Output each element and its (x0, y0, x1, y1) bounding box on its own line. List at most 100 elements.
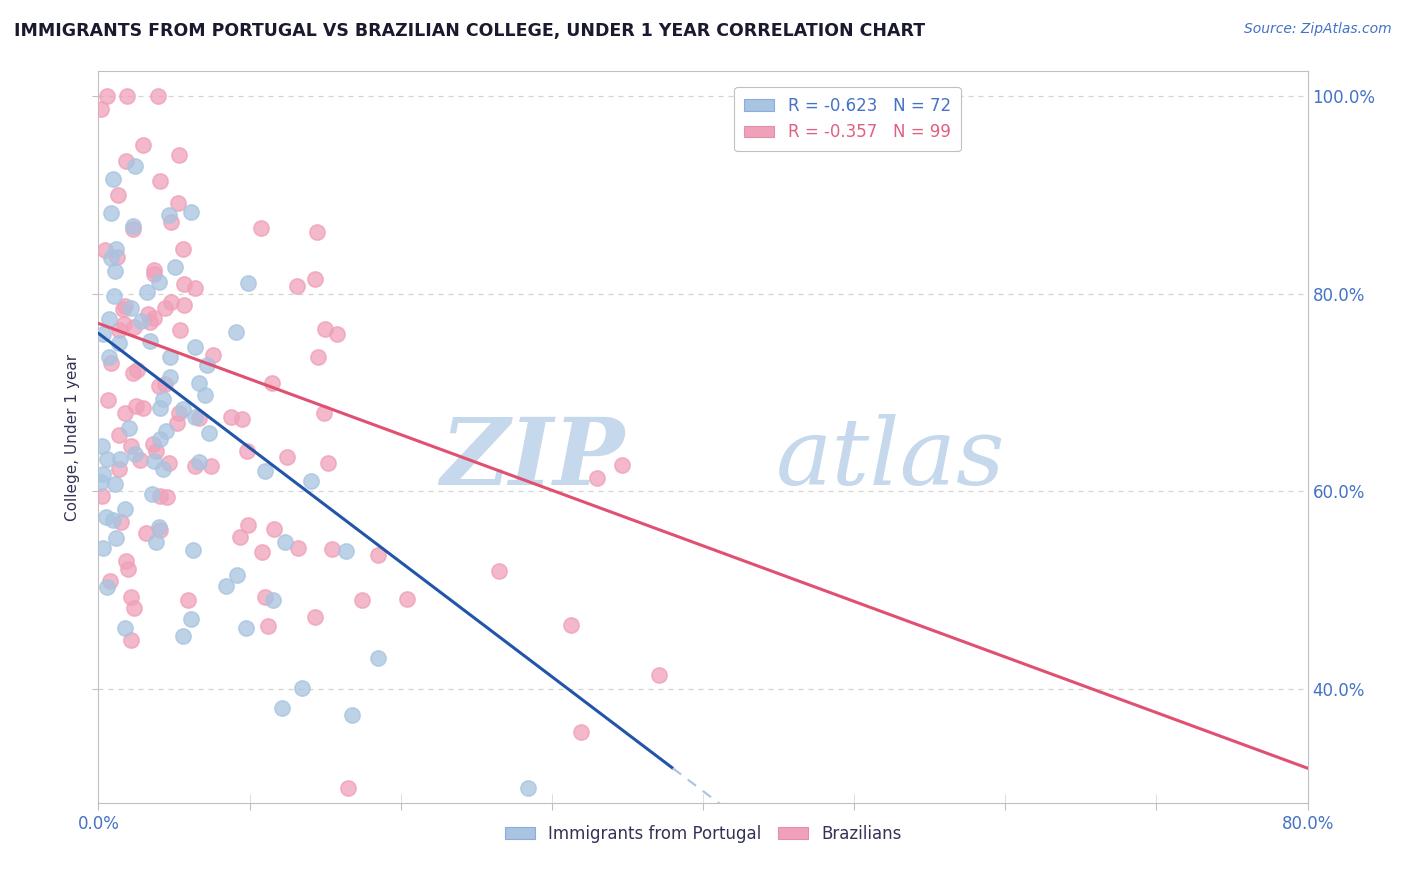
Point (336, 780, 359, 795)
Point (352, 592, 374, 607)
Point (160, 214, 183, 228)
Legend: Immigrants from Portugal, Brazilians: Immigrants from Portugal, Brazilians (498, 818, 908, 849)
Text: Source: ZipAtlas.com: Source: ZipAtlas.com (1244, 22, 1392, 37)
Point (96, 580, 118, 594)
Point (104, 477, 127, 491)
Point (177, 593, 200, 607)
Point (285, 278, 308, 293)
Point (169, 323, 191, 337)
Point (290, 681, 312, 695)
Point (121, 222, 143, 236)
Point (262, 593, 284, 607)
Point (271, 700, 294, 714)
Point (236, 276, 259, 290)
Point (156, 490, 179, 504)
Point (648, 667, 671, 681)
Point (143, 454, 166, 468)
Point (276, 450, 298, 464)
Point (121, 366, 143, 380)
Point (219, 410, 242, 425)
Text: atlas: atlas (776, 414, 1005, 504)
Point (172, 242, 194, 256)
Point (91, 541, 114, 555)
Point (304, 272, 326, 286)
Point (167, 196, 190, 211)
Point (93, 244, 115, 258)
Point (148, 378, 170, 392)
Point (153, 376, 176, 391)
Point (97, 350, 120, 364)
Point (235, 621, 257, 635)
Point (226, 567, 249, 582)
Point (128, 453, 150, 467)
Point (108, 427, 131, 442)
Point (215, 579, 238, 593)
Point (120, 591, 142, 605)
Point (225, 325, 247, 339)
Point (253, 464, 276, 478)
Point (115, 554, 138, 568)
Y-axis label: College, Under 1 year: College, Under 1 year (65, 353, 80, 521)
Point (148, 432, 170, 446)
Point (132, 401, 155, 416)
Point (202, 348, 225, 362)
Point (173, 298, 195, 312)
Point (236, 443, 259, 458)
Point (114, 621, 136, 635)
Point (103, 288, 125, 302)
Point (167, 406, 190, 420)
Point (98, 312, 121, 326)
Point (125, 363, 148, 377)
Point (149, 173, 172, 187)
Point (152, 392, 174, 406)
Point (97, 392, 120, 407)
Point (187, 376, 209, 391)
Point (129, 314, 152, 328)
Point (231, 412, 253, 426)
Point (131, 138, 153, 153)
Point (139, 334, 162, 348)
Point (143, 311, 166, 326)
Point (91, 439, 114, 453)
Point (157, 456, 180, 470)
Point (143, 267, 166, 281)
Point (172, 402, 194, 417)
Point (105, 250, 128, 264)
Point (195, 358, 218, 372)
Point (91, 327, 114, 342)
Point (342, 708, 364, 723)
Point (100, 205, 122, 219)
Point (326, 327, 349, 342)
Point (166, 416, 188, 430)
Point (136, 285, 159, 300)
Point (321, 541, 343, 556)
Point (122, 601, 145, 615)
Point (165, 260, 187, 274)
Point (148, 89, 170, 103)
Point (187, 455, 209, 469)
Point (101, 171, 124, 186)
Point (91, 467, 114, 482)
Point (250, 220, 273, 235)
Point (136, 307, 159, 321)
Point (367, 651, 389, 665)
Point (155, 301, 177, 315)
Point (183, 281, 205, 295)
Point (148, 524, 170, 538)
Point (184, 458, 207, 473)
Point (142, 437, 165, 451)
Point (111, 301, 134, 316)
Point (188, 411, 211, 425)
Point (167, 148, 190, 162)
Point (287, 541, 309, 556)
Text: ZIP: ZIP (440, 414, 624, 504)
Point (367, 548, 389, 562)
Point (110, 515, 132, 529)
Point (107, 323, 129, 337)
Point (183, 410, 205, 425)
Point (316, 456, 339, 470)
Point (90, 475, 112, 490)
Point (159, 350, 181, 364)
Point (335, 544, 357, 558)
Point (180, 611, 202, 625)
